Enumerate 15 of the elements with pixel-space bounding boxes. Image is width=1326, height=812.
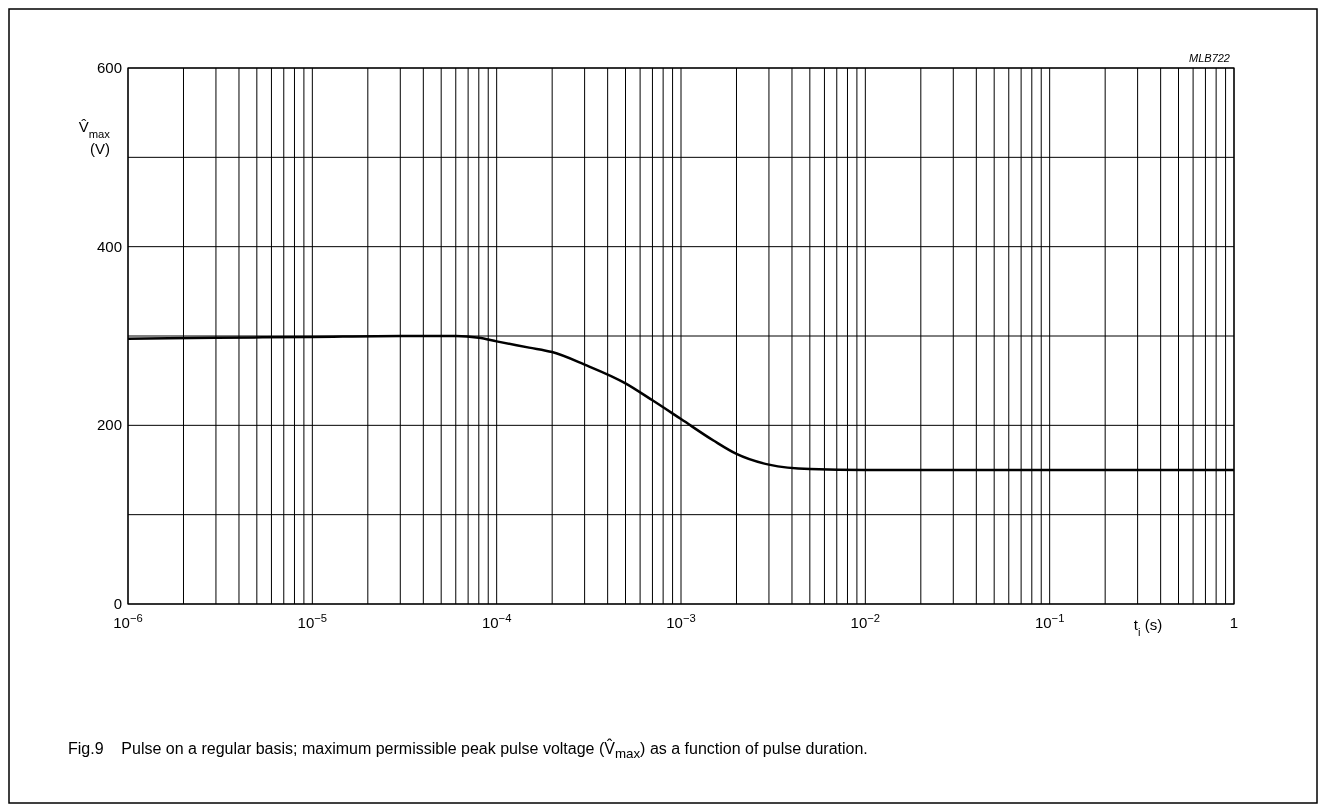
- x-tick-label: 10$^{−2}$: [850, 612, 881, 631]
- text: MLB722: [1189, 52, 1230, 64]
- y-tick-label: 400: [96, 237, 122, 255]
- y-axis-title: V̂$_{max}$ (V): [78, 118, 111, 157]
- x-tick-label: 1: [1229, 614, 1239, 631]
- x-tick-label: 10$^{−4}$: [481, 612, 512, 631]
- x-axis-title: t$_{i}$ (s): [1133, 616, 1163, 638]
- x-tick-label: 10$^{−3}$: [666, 612, 696, 631]
- x-tick-label: 10$^{−5}$: [297, 612, 328, 631]
- y-tick-label: 0: [113, 595, 122, 612]
- y-tick-label: 200: [96, 416, 122, 434]
- x-tick-label: 10$^{−1}$: [1034, 612, 1065, 631]
- x-tick-label: 10$^{−6}$: [113, 612, 143, 631]
- caption: Fig.9 Pulse on a regular basis; maximum permissible peak pulse voltage (V̂$_{max}$) as a function of pulse duration.: [68, 738, 869, 764]
- y-tick-label: 600: [96, 59, 122, 76]
